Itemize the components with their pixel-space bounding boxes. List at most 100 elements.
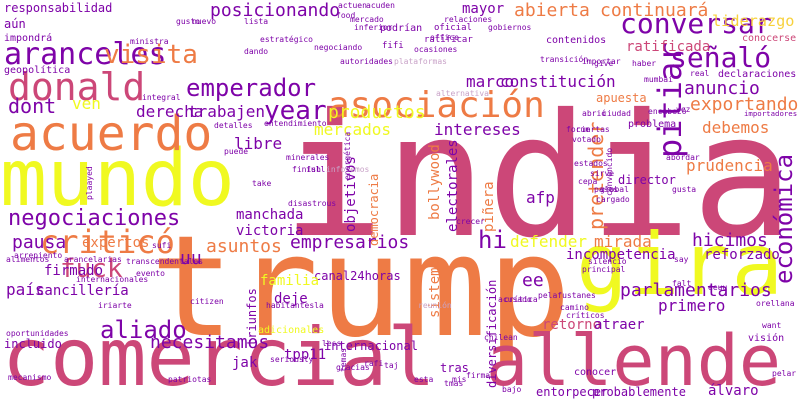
word-conocer: conocer (574, 367, 617, 378)
word-emperador: emperador (186, 74, 317, 102)
word-haber: haber (632, 59, 657, 68)
word-impondra: impondrá (4, 33, 53, 44)
word-firma: firma (466, 371, 491, 380)
word-inforemos: inforemos (326, 165, 370, 174)
word-importadores: importadores (744, 109, 798, 118)
word-expertos: expertos (82, 235, 150, 251)
word-parlamentarios: parlamentarios (620, 280, 772, 301)
word-probablemente: probablemente (592, 385, 686, 399)
word-disastrous: disastrous (288, 199, 337, 208)
word-alternativa: alternativa (436, 89, 489, 98)
word-allende: allende (486, 320, 782, 400)
word-aliado: aliado (100, 316, 187, 344)
word-pais: país (6, 280, 45, 299)
word-actuen: actuen (338, 1, 367, 10)
word-reunion: reunión (418, 301, 452, 310)
word-podrian: podrían (380, 23, 423, 34)
word-internacional: internacional (324, 339, 418, 353)
word-ocasiones: ocasiones (414, 45, 458, 54)
word-manchada: manchada (236, 207, 304, 223)
word-critico: criticó (40, 223, 175, 261)
word-principal: principal (582, 265, 626, 274)
word-finish: finish (292, 165, 321, 174)
word-anuncio: anuncio (684, 78, 760, 99)
word-pausa: pausa (12, 232, 67, 253)
word-give: give (594, 59, 614, 68)
word-alimentos: alimentos (6, 255, 50, 264)
word-habitantesla: habitantesla (266, 301, 324, 310)
word-dont: dont (8, 94, 57, 118)
word-energetica: energética (343, 131, 352, 180)
word-debemos: debemos (702, 118, 770, 137)
word-importar: importar (582, 57, 621, 66)
word-conversar: conversar (620, 7, 772, 40)
word-bajo: bajo (502, 385, 522, 394)
word-esta: esta (414, 375, 434, 384)
word-asociacion: asociación (328, 85, 545, 126)
word-trump: trump (150, 206, 572, 369)
word-arrepiento: arrepiento (14, 251, 63, 260)
word-asuntos: asuntos (206, 236, 282, 257)
word-uu: uu (180, 248, 202, 269)
word-iriarte: iriarte (98, 301, 132, 310)
word-aranceles: aranceles (4, 37, 167, 72)
word-taj: taj (384, 361, 399, 370)
word-primero: primero (658, 296, 726, 315)
word-exportando: exportando (690, 94, 799, 115)
word-incluido: incluido (4, 337, 62, 351)
word-comercial: comercial (2, 311, 436, 400)
word-internacionales: internacionales (76, 275, 149, 284)
word-seriously: seriously (270, 355, 314, 364)
word-dando: dando (244, 47, 269, 56)
word-pasos: pasos (594, 185, 619, 194)
word-sufi: sufi (152, 241, 172, 250)
word-ratificar: ratificar (424, 35, 473, 45)
word-fifi: fifi (382, 41, 404, 51)
word-camino: camino (560, 303, 589, 312)
word-inferior: inferior (354, 23, 393, 32)
word-deje: deje (274, 291, 308, 307)
word-prudencia: prudencia (686, 156, 773, 175)
word-full: full (306, 165, 326, 174)
word-mercado: mercado (350, 15, 384, 24)
word-india: india (282, 78, 794, 276)
word-abierta: abierta (514, 0, 590, 21)
word-ciudad: ciudad (602, 109, 631, 118)
word-arancelarias: arancelarias (64, 255, 122, 264)
word-office: office (430, 33, 459, 42)
word-sirve: sirve (590, 169, 615, 178)
word-marco: marco (466, 72, 515, 91)
word-acuerdo: acuerdo (10, 106, 213, 162)
word-gobiernos: gobiernos (488, 23, 532, 32)
word-integral: integral (142, 93, 181, 102)
word-detalles: detalles (214, 121, 253, 130)
word-mundo: mundo (0, 134, 235, 224)
word-constitucion: constitución (500, 72, 616, 91)
word-geopolitica: geopolítica (4, 65, 71, 76)
word-ministra: ministra (130, 37, 169, 46)
word-director: director (618, 173, 676, 187)
word-take: take (252, 179, 272, 188)
word-crecer: crecer (456, 217, 485, 226)
word-responsabilidad: responsabilidad (4, 1, 113, 15)
word-forum: forum (566, 125, 591, 134)
word-apuesta: apuesta (596, 91, 647, 105)
word-senalo: señaló (670, 41, 772, 74)
word-reforzado: reforzado (704, 247, 780, 263)
word-cepa: cepa (578, 177, 598, 186)
word-encabezo: encabezó (648, 107, 687, 116)
word-negociando: negociando (314, 43, 363, 52)
word-minerales: minerales (286, 153, 330, 162)
word-adicionales: adicionales (258, 325, 325, 336)
word-oportunidades: oportunidades (6, 329, 69, 338)
word-plaayed: plaayed (85, 166, 94, 200)
word-year: year (264, 96, 327, 126)
word-canal24horas: canal24horas (314, 269, 401, 283)
word-mecanismo: mecanismo (8, 373, 52, 382)
word-pelar: pelar (772, 369, 797, 378)
word-cancilleria: cancillería (36, 283, 129, 299)
word-pelafustanes: pelafustanes (538, 291, 596, 300)
word-silencio: silencio (588, 257, 627, 266)
word-citizen: citizen (190, 297, 224, 306)
word-conocerse: conocerse (742, 33, 797, 44)
